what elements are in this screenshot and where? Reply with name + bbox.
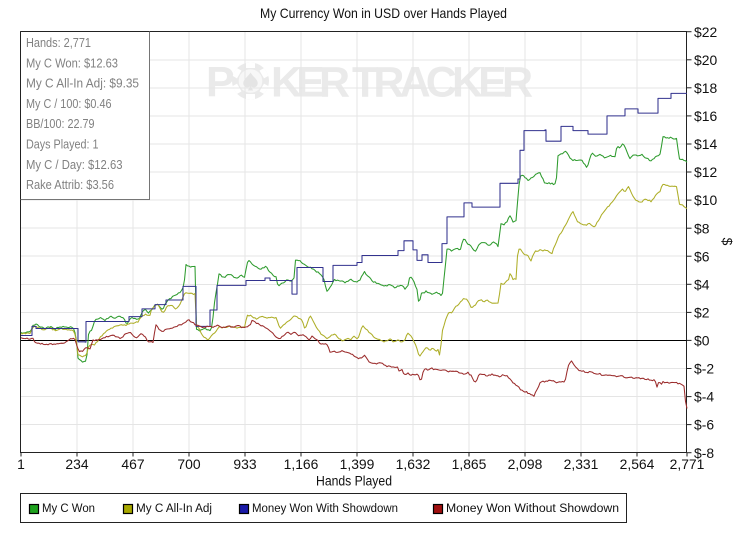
svg-text:P: P <box>206 59 235 107</box>
svg-text:BB/100: 22.79: BB/100: 22.79 <box>26 117 95 131</box>
svg-text:My C / Day: $12.63: My C / Day: $12.63 <box>26 158 123 172</box>
svg-text:Hands: 2,771: Hands: 2,771 <box>26 36 91 50</box>
svg-text:Rake Attrib: $3.56: Rake Attrib: $3.56 <box>26 178 114 192</box>
svg-text:1,399: 1,399 <box>340 456 375 472</box>
svg-text:1,865: 1,865 <box>452 456 487 472</box>
svg-text:$-2: $-2 <box>694 361 714 377</box>
svg-text:$0: $0 <box>694 333 710 349</box>
svg-text:Hands Played: Hands Played <box>316 474 392 490</box>
svg-text:2,771: 2,771 <box>670 456 705 472</box>
svg-text:$: $ <box>720 238 736 246</box>
svg-text:$14: $14 <box>694 136 717 152</box>
svg-text:1,166: 1,166 <box>284 456 319 472</box>
svg-text:2,331: 2,331 <box>564 456 599 472</box>
svg-text:My C / 100: $0.46: My C / 100: $0.46 <box>26 97 112 111</box>
svg-text:234: 234 <box>65 456 88 472</box>
svg-text:$-4: $-4 <box>694 389 714 405</box>
svg-text:1,632: 1,632 <box>396 456 431 472</box>
svg-text:$-8: $-8 <box>694 445 714 461</box>
svg-text:KER: KER <box>271 59 350 107</box>
svg-text:933: 933 <box>233 456 256 472</box>
svg-text:2,098: 2,098 <box>508 456 543 472</box>
svg-text:$16: $16 <box>694 108 717 124</box>
svg-text:My C All-In Adj: $9.35: My C All-In Adj: $9.35 <box>26 77 139 91</box>
svg-text:$18: $18 <box>694 80 717 96</box>
svg-text:Money Won With Showdown: Money Won With Showdown <box>252 501 398 515</box>
svg-text:$-6: $-6 <box>694 417 714 433</box>
svg-text:$10: $10 <box>694 192 717 208</box>
svg-text:Money Won Without Showdown: Money Won Without Showdown <box>446 501 619 515</box>
svg-text:2,564: 2,564 <box>620 456 655 472</box>
svg-text:$6: $6 <box>694 248 710 264</box>
svg-text:$2: $2 <box>694 305 710 321</box>
svg-text:1: 1 <box>17 456 25 472</box>
svg-text:700: 700 <box>177 456 200 472</box>
svg-text:My C All-In Adj: My C All-In Adj <box>136 501 212 515</box>
svg-text:$22: $22 <box>694 24 717 40</box>
svg-text:467: 467 <box>121 456 144 472</box>
svg-text:$20: $20 <box>694 52 717 68</box>
svg-text:$4: $4 <box>694 276 710 292</box>
svg-text:$8: $8 <box>694 220 710 236</box>
svg-text:My Currency Won in USD over Ha: My Currency Won in USD over Hands Played <box>260 6 507 21</box>
svg-text:My C Won: $12.63: My C Won: $12.63 <box>26 56 118 70</box>
svg-text:$12: $12 <box>694 164 717 180</box>
svg-text:TRACKER: TRACKER <box>352 59 533 107</box>
svg-text:Days Played: 1: Days Played: 1 <box>26 138 99 152</box>
svg-text:My C Won: My C Won <box>42 501 95 515</box>
